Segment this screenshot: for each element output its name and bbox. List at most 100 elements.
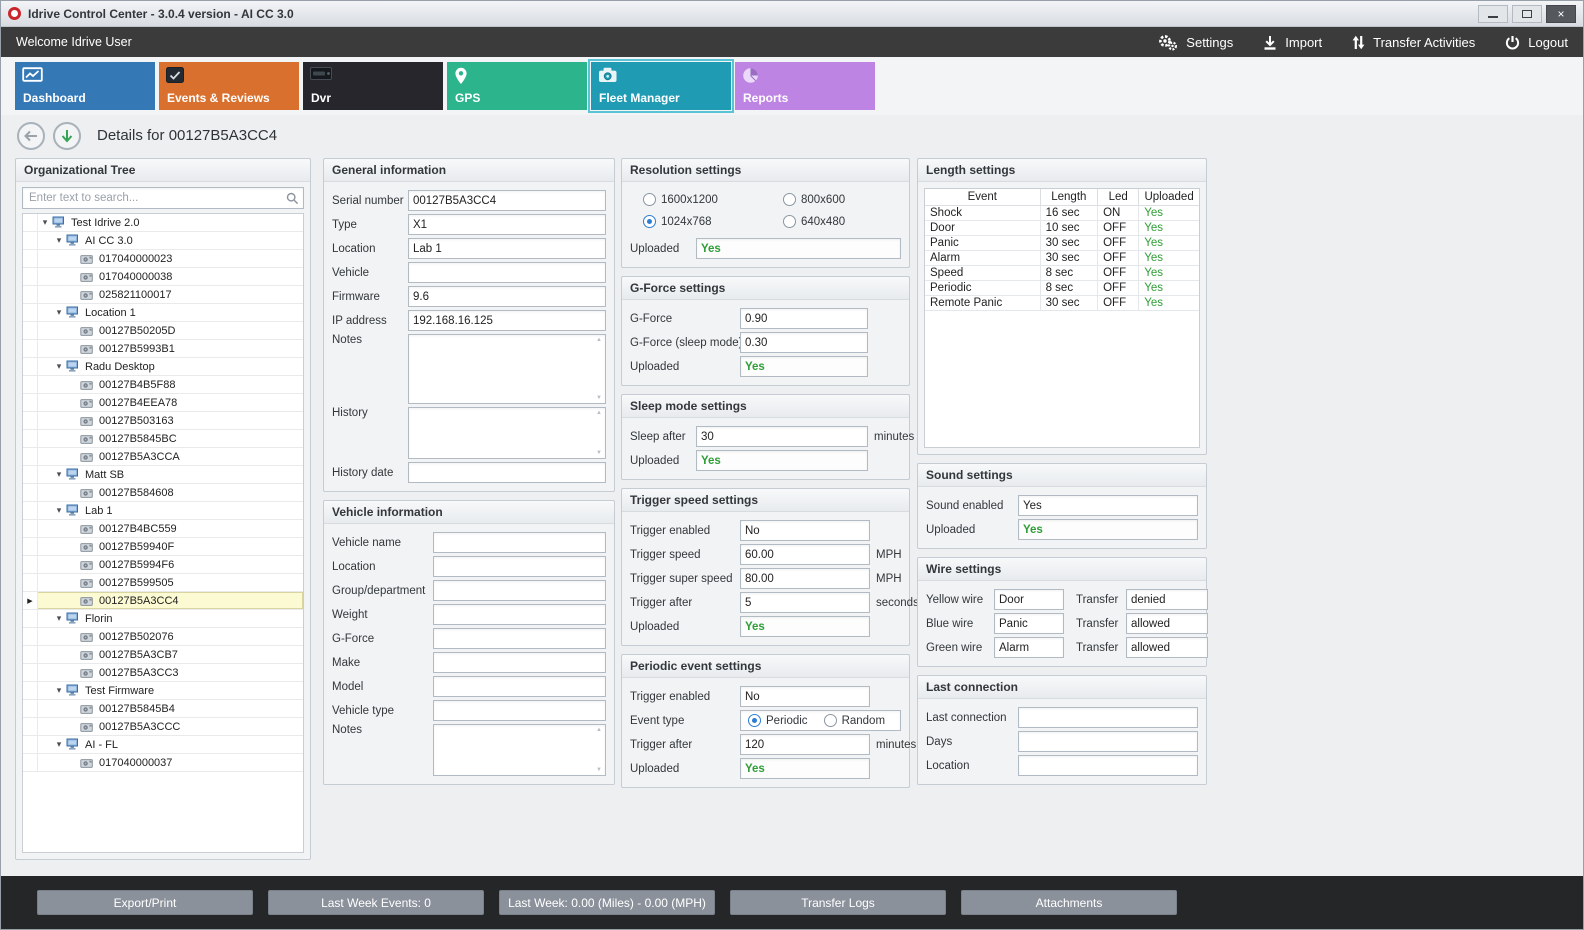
- last-week-0-00-miles-0-00-mph-button[interactable]: Last Week: 0.00 (Miles) - 0.00 (MPH): [499, 890, 715, 915]
- tree-item-00127b4b5f88[interactable]: 00127B4B5F88: [23, 376, 303, 394]
- uploaded-field[interactable]: [740, 356, 868, 377]
- tree-item-radu-desktop[interactable]: ▾ Radu Desktop: [23, 358, 303, 376]
- search-icon[interactable]: [286, 192, 299, 208]
- table-row-door[interactable]: Door 10 sec OFF Yes: [925, 220, 1199, 236]
- uploaded-field[interactable]: [740, 758, 870, 779]
- vehicle-type-field[interactable]: [433, 700, 606, 721]
- maximize-button[interactable]: [1512, 4, 1542, 23]
- model-field[interactable]: [433, 676, 606, 697]
- column-header-length[interactable]: Length: [1039, 189, 1099, 206]
- trigger-super-speed-field[interactable]: [740, 568, 870, 589]
- tree-item-00127b584608[interactable]: 00127B584608: [23, 484, 303, 502]
- history-date-field[interactable]: [408, 462, 606, 483]
- tab-gps[interactable]: GPS: [447, 62, 587, 110]
- tree-item-ai-cc-3-0[interactable]: ▾ AI CC 3.0: [23, 232, 303, 250]
- table-row-speed[interactable]: Speed 8 sec OFF Yes: [925, 265, 1199, 281]
- uploaded-field[interactable]: [696, 238, 901, 259]
- logout-button[interactable]: Logout: [1505, 35, 1568, 50]
- tree-item-00127b5845bc[interactable]: 00127B5845BC: [23, 430, 303, 448]
- tab-fleet-manager[interactable]: Fleet Manager: [588, 59, 734, 113]
- g-force-field[interactable]: [740, 308, 868, 329]
- scrollbar-arrows-icon[interactable]: ▲ ▼: [596, 337, 602, 401]
- radio-periodic[interactable]: Periodic: [748, 714, 808, 727]
- g-force-sleep-mode-field[interactable]: [740, 332, 868, 353]
- firmware-field[interactable]: [408, 286, 606, 307]
- radio-1024x768[interactable]: 1024x768: [643, 215, 783, 228]
- tab-events-reviews[interactable]: Events & Reviews: [159, 62, 299, 110]
- expander-icon[interactable]: ▾: [56, 307, 62, 317]
- group-department-field[interactable]: [433, 580, 606, 601]
- expander-icon[interactable]: ▾: [56, 361, 62, 371]
- g-force-field[interactable]: [433, 628, 606, 649]
- last-connection-field[interactable]: [1018, 707, 1198, 728]
- weight-field[interactable]: [433, 604, 606, 625]
- notes-field[interactable]: [408, 334, 606, 404]
- table-row-shock[interactable]: Shock 16 sec ON Yes: [925, 205, 1199, 221]
- tree-item-00127b5a3cca[interactable]: 00127B5A3CCA: [23, 448, 303, 466]
- expander-icon[interactable]: ▾: [56, 469, 62, 479]
- tree-search-input[interactable]: [22, 187, 304, 209]
- tab-dashboard[interactable]: Dashboard: [15, 62, 155, 110]
- tree-item-test-idrive-2-0[interactable]: ▾ Test Idrive 2.0: [23, 214, 303, 232]
- tree-item-00127b59940f[interactable]: 00127B59940F: [23, 538, 303, 556]
- tree-item-00127b5994f6[interactable]: 00127B5994F6: [23, 556, 303, 574]
- tree-item-00127b502076[interactable]: 00127B502076: [23, 628, 303, 646]
- column-header-event[interactable]: Event: [925, 189, 1041, 206]
- trigger-after-field[interactable]: [740, 592, 870, 613]
- vehicle-field[interactable]: [408, 262, 606, 283]
- tree-item-017040000023[interactable]: 017040000023: [23, 250, 303, 268]
- tree-item-00127b5a3cb7[interactable]: 00127B5A3CB7: [23, 646, 303, 664]
- radio-640x480[interactable]: 640x480: [783, 215, 901, 228]
- table-row-alarm[interactable]: Alarm 30 sec OFF Yes: [925, 250, 1199, 266]
- uploaded-field[interactable]: [696, 450, 868, 471]
- settings-button[interactable]: Settings: [1156, 34, 1233, 51]
- close-button[interactable]: ×: [1546, 4, 1576, 23]
- tree-item-00127b5a3cc3[interactable]: 00127B5A3CC3: [23, 664, 303, 682]
- radio-random[interactable]: Random: [823, 714, 885, 727]
- tree-item-florin[interactable]: ▾ Florin: [23, 610, 303, 628]
- serial-number-field[interactable]: [408, 190, 606, 211]
- export-print-button[interactable]: Export/Print: [37, 890, 253, 915]
- minimize-button[interactable]: [1478, 4, 1508, 23]
- tree-item-00127b50205d[interactable]: 00127B50205D: [23, 322, 303, 340]
- tree-item-00127b5845b4[interactable]: 00127B5845B4: [23, 700, 303, 718]
- table-row-remote-panic[interactable]: Remote Panic 30 sec OFF Yes: [925, 295, 1199, 311]
- tree-item-025821100017[interactable]: 025821100017: [23, 286, 303, 304]
- tree-item-00127b5a3ccc[interactable]: 00127B5A3CCC: [23, 718, 303, 736]
- tree-item-00127b4eea78[interactable]: 00127B4EEA78: [23, 394, 303, 412]
- history-field[interactable]: [408, 407, 606, 459]
- tree-item-00127b5a3cc4[interactable]: ▶ 00127B5A3CC4: [23, 592, 303, 610]
- location-field[interactable]: [408, 238, 606, 259]
- tree-item-017040000038[interactable]: 017040000038: [23, 268, 303, 286]
- make-field[interactable]: [433, 652, 606, 673]
- transfer-logs-button[interactable]: Transfer Logs: [730, 890, 946, 915]
- expander-icon[interactable]: ▾: [56, 739, 62, 749]
- uploaded-field[interactable]: [740, 616, 870, 637]
- table-row-periodic[interactable]: Periodic 8 sec OFF Yes: [925, 280, 1199, 296]
- radio-1600x1200[interactable]: 1600x1200: [643, 193, 783, 206]
- blue-wire-field[interactable]: [994, 613, 1064, 634]
- tree-item-matt-sb[interactable]: ▾ Matt SB: [23, 466, 303, 484]
- yellow-wire-transfer-field[interactable]: [1126, 589, 1208, 610]
- expander-icon[interactable]: ▾: [56, 235, 62, 245]
- tree-item-test-firmware[interactable]: ▾ Test Firmware: [23, 682, 303, 700]
- blue-wire-transfer-field[interactable]: [1126, 613, 1208, 634]
- last-week-events-0-button[interactable]: Last Week Events: 0: [268, 890, 484, 915]
- tree-item-017040000037[interactable]: 017040000037: [23, 754, 303, 772]
- scrollbar-arrows-icon[interactable]: ▲ ▼: [596, 727, 602, 773]
- green-wire-transfer-field[interactable]: [1126, 637, 1208, 658]
- tree-item-ai-fl[interactable]: ▾ AI - FL: [23, 736, 303, 754]
- table-row-panic[interactable]: Panic 30 sec OFF Yes: [925, 235, 1199, 251]
- scrollbar-arrows-icon[interactable]: ▲ ▼: [596, 410, 602, 456]
- tree-item-00127b4bc559[interactable]: 00127B4BC559: [23, 520, 303, 538]
- sleep-after-field[interactable]: [696, 426, 868, 447]
- location-field[interactable]: [1018, 755, 1198, 776]
- tree-item-00127b599505[interactable]: 00127B599505: [23, 574, 303, 592]
- transfer-activities-button[interactable]: Transfer Activities: [1352, 35, 1475, 50]
- tree-item-00127b5993b1[interactable]: 00127B5993B1: [23, 340, 303, 358]
- trigger-speed-field[interactable]: [740, 544, 870, 565]
- radio-800x600[interactable]: 800x600: [783, 193, 901, 206]
- vehicle-name-field[interactable]: [433, 532, 606, 553]
- green-wire-field[interactable]: [994, 637, 1064, 658]
- expander-icon[interactable]: ▾: [56, 613, 62, 623]
